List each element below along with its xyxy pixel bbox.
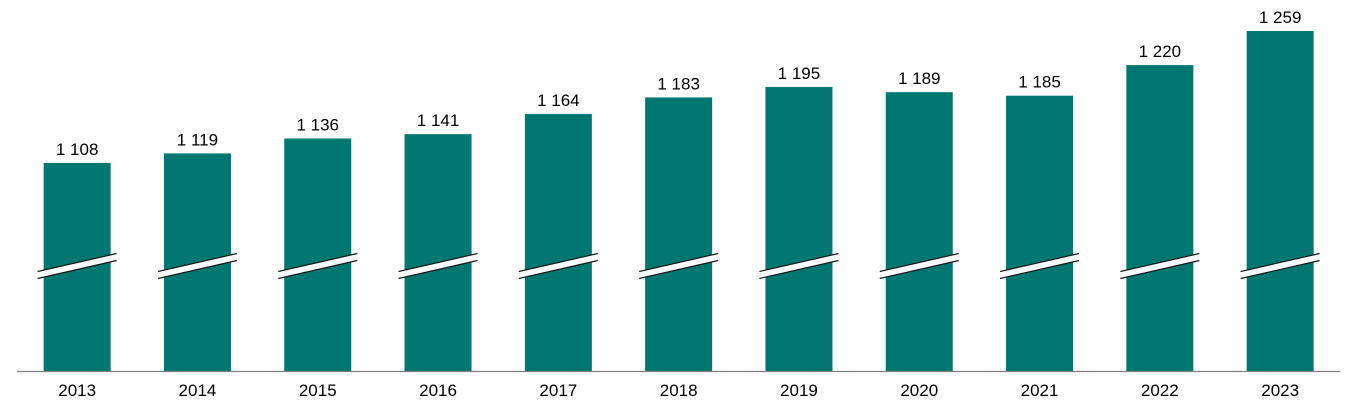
bar-2019 [765, 86, 833, 371]
bar-2018 [645, 97, 713, 371]
bar-2020 [885, 92, 953, 371]
tick-label-2015: 2015 [299, 381, 337, 400]
bar-2015 [284, 138, 352, 371]
value-labels: 1 108 1 119 1 136 1 141 1 164 1 183 1 195 1 189… [56, 8, 1302, 159]
value-label-2020: 1 189 [898, 69, 941, 88]
bar-2023 [1246, 31, 1314, 371]
tick-label-2020: 2020 [900, 381, 938, 400]
value-label-2021: 1 185 [1018, 73, 1061, 92]
break-mark-2023 [1240, 252, 1320, 280]
tick-label-2017: 2017 [539, 381, 577, 400]
break-mark-2020 [879, 252, 959, 280]
break-mark-2017 [518, 252, 598, 280]
value-label-2019: 1 195 [778, 64, 821, 83]
tick-label-2021: 2021 [1021, 381, 1059, 400]
tick-label-2018: 2018 [660, 381, 698, 400]
value-label-2014: 1 119 [177, 130, 218, 149]
value-label-2013: 1 108 [56, 140, 99, 159]
tick-label-2022: 2022 [1141, 381, 1179, 400]
break-mark-2019 [759, 252, 839, 280]
bars [43, 31, 1314, 372]
value-label-2016: 1 141 [417, 111, 460, 130]
value-label-2017: 1 164 [537, 91, 580, 110]
break-mark-2021 [999, 252, 1080, 280]
bar-2022 [1126, 65, 1194, 371]
tick-label-2019: 2019 [780, 381, 818, 400]
break-mark-2016 [398, 252, 478, 280]
bar-2021 [1006, 95, 1074, 371]
break-mark-2022 [1120, 252, 1200, 280]
break-mark-2018 [639, 252, 719, 280]
axis-break-marks [37, 252, 1320, 280]
value-label-2015: 1 136 [296, 116, 339, 135]
x-axis-tick-labels: 2013 2014 2015 2016 2017 2018 2019 2020 2021 2022… [58, 381, 1299, 400]
break-mark-2015 [278, 252, 358, 280]
value-label-2018: 1 183 [657, 74, 700, 93]
tick-label-2013: 2013 [58, 381, 96, 400]
value-label-2023: 1 259 [1259, 8, 1302, 27]
bar-2016 [404, 134, 472, 371]
bar-2017 [524, 114, 592, 372]
tick-label-2023: 2023 [1261, 381, 1299, 400]
value-label-2022: 1 220 [1139, 42, 1182, 61]
tick-label-2016: 2016 [419, 381, 457, 400]
tick-label-2014: 2014 [179, 381, 217, 400]
break-mark-2013 [37, 252, 117, 280]
break-mark-2014 [157, 252, 238, 280]
